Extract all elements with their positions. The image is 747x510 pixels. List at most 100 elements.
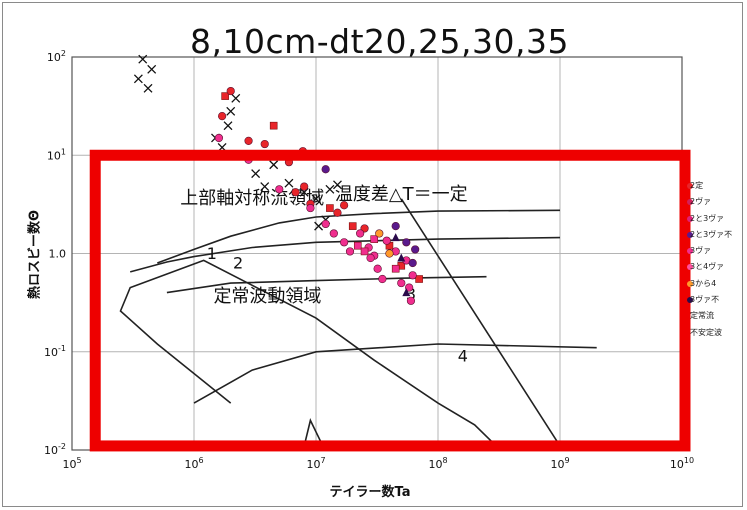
y-tick-label: 101 <box>47 147 66 162</box>
data-point-circle <box>411 245 420 254</box>
data-point-cross <box>133 74 143 84</box>
data-point-cross <box>147 64 157 74</box>
legend-marker <box>687 183 693 189</box>
data-point-circle <box>373 264 382 273</box>
legend-item: 2と3ヴァ不 <box>685 227 745 243</box>
data-point-circle <box>356 229 365 238</box>
legend-marker <box>687 297 693 304</box>
data-point-circle <box>340 238 349 247</box>
x-tick-label: 1010 <box>670 456 694 471</box>
data-point-cross <box>138 54 148 64</box>
data-point-square <box>415 275 423 283</box>
curve-3-line <box>400 198 561 447</box>
x-tick-label: 106 <box>184 456 203 471</box>
data-point-circle <box>406 296 416 305</box>
data-point-square <box>360 247 369 256</box>
curve-2 <box>129 236 561 273</box>
data-point-circle <box>244 136 253 145</box>
data-point-cross <box>314 221 324 231</box>
data-point-circle <box>321 165 330 174</box>
data-point-circle <box>340 201 349 210</box>
legend-item: 2ヴァ <box>685 194 745 210</box>
data-point-circle <box>333 208 342 217</box>
data-point-cross <box>325 184 335 194</box>
curve-bottom-small <box>303 418 322 447</box>
legend-item: 不安定波 <box>685 325 745 341</box>
legend-item: 2と3ヴァ <box>685 211 745 227</box>
data-point-cross <box>333 180 342 190</box>
x-axis-label: テイラー数Ta <box>329 485 411 500</box>
data-point-circle <box>366 253 375 263</box>
annotation-text: 温度差△T＝一定 <box>335 184 468 205</box>
data-point-cross <box>143 83 153 93</box>
x-tick-label: 108 <box>428 456 447 471</box>
data-point-triangle <box>402 288 411 297</box>
data-point-circle <box>382 236 391 245</box>
highlight-region-box <box>89 149 691 452</box>
data-point-cross <box>251 169 261 179</box>
annotation-text: 4 <box>458 346 468 365</box>
data-point-cross <box>260 182 270 192</box>
data-point-circle <box>408 258 417 268</box>
y-axis-label: 熱ロスビー数Θ <box>27 209 43 300</box>
legend-label: 2と3ヴァ <box>690 213 725 223</box>
y-tick-label: 1.0 <box>49 248 67 261</box>
legend-item: 3ヴァ不 <box>685 292 745 308</box>
x-tick-label: 109 <box>550 456 569 471</box>
curve-1 <box>157 209 561 264</box>
legend-marker <box>687 231 693 238</box>
data-point-cross <box>231 93 241 103</box>
annotation-text: 上部軸対称流領域 <box>180 188 324 209</box>
legend-label: 2ヴァ <box>690 197 712 207</box>
x-tick-label: 105 <box>62 456 81 471</box>
legend-marker <box>687 248 693 255</box>
y-tick-label: 10-1 <box>44 344 66 359</box>
data-point-circle <box>345 247 355 256</box>
data-point-circle <box>218 112 227 121</box>
data-point-circle <box>391 222 400 231</box>
curve-steady <box>166 275 487 294</box>
data-point-square <box>391 264 400 273</box>
legend-label: 定常流 <box>690 311 714 321</box>
curve-4 <box>193 343 597 404</box>
data-point-cross <box>223 121 233 131</box>
data-point-circle <box>291 188 300 197</box>
legend-label: 3から4 <box>690 278 717 288</box>
legend-label: 3ヴァ <box>690 246 712 256</box>
data-point-circle <box>321 219 330 229</box>
data-point-circle <box>375 229 384 238</box>
data-point-circle <box>378 274 387 284</box>
data-point-circle <box>260 139 269 149</box>
data-point-cross <box>226 106 236 116</box>
data-point-square <box>221 92 229 100</box>
data-point-circle <box>405 283 414 292</box>
data-point-square <box>348 222 357 230</box>
legend-marker <box>687 215 693 222</box>
data-point-circle <box>275 185 284 194</box>
data-point-circle <box>329 229 338 238</box>
x-tick-label: 107 <box>306 456 325 471</box>
annotation-text: 3 <box>406 285 416 304</box>
legend-label: 2定 <box>690 181 704 190</box>
data-point-cross <box>269 160 279 170</box>
legend-label: 不安定波 <box>690 327 722 337</box>
data-point-circle <box>397 278 406 288</box>
legend: 2定 2ヴァ 2と3ヴァ 2と3ヴァ不 3ヴァ 3と4ヴァ 3から4 3ヴァ不定常流不安定波 <box>685 178 745 341</box>
legend-label: 3と4ヴァ <box>690 262 725 272</box>
annotation-text: 定常波動領域 <box>213 286 321 307</box>
annotation-text: 2 <box>233 254 243 273</box>
data-point-circle <box>385 249 394 258</box>
data-point-triangle <box>391 233 400 242</box>
legend-item: 2定 <box>685 178 745 194</box>
data-point-square <box>353 241 362 250</box>
legend-item: 定常流 <box>685 308 745 324</box>
legend-item: 3と4ヴァ <box>685 259 745 275</box>
data-point-triangle <box>397 253 406 262</box>
data-point-square <box>370 235 379 243</box>
curve-boundary <box>119 259 497 447</box>
legend-item: 3から4 <box>685 276 745 292</box>
data-point-square <box>269 121 278 130</box>
